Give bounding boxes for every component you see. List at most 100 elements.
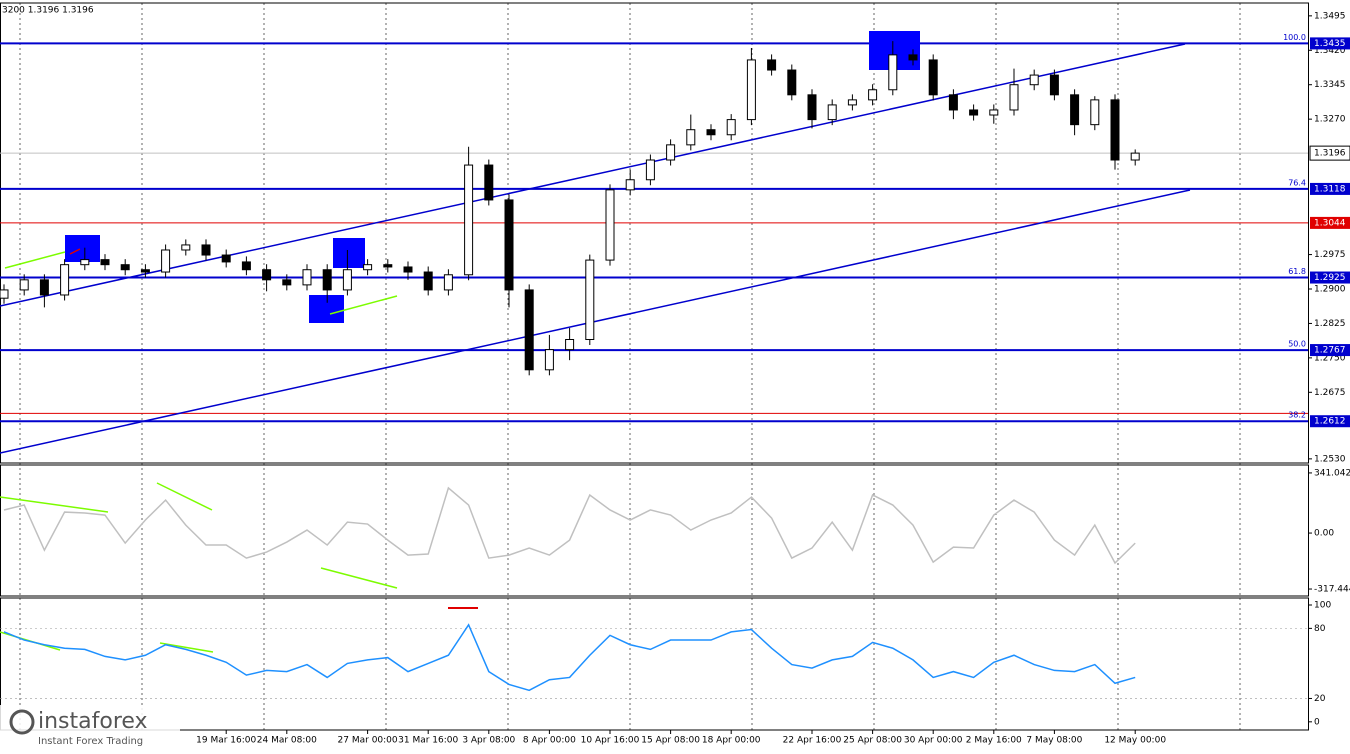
- y-tick-label: 1.2825: [1314, 319, 1346, 329]
- candle-body: [262, 269, 272, 281]
- trend-line: [0, 189, 1191, 454]
- divergence-line: [159, 642, 214, 653]
- divergence-line: [69, 248, 81, 255]
- candle-body: [464, 164, 474, 276]
- candle-body: [605, 189, 615, 261]
- candle-body: [827, 104, 837, 121]
- candle-body: [726, 119, 736, 136]
- logo-name: instaforex: [38, 709, 148, 734]
- candle-body: [383, 264, 393, 268]
- chart-title: 3200 1.3196 1.3196: [2, 6, 94, 16]
- x-tick-label: 25 Apr 08:00: [843, 736, 902, 746]
- candle-body: [1049, 74, 1059, 96]
- highlight-box: [333, 238, 365, 268]
- logo-tagline: Instant Forex Trading: [38, 736, 143, 747]
- candle-body: [60, 264, 70, 296]
- x-tick-label: 18 Apr 00:00: [702, 736, 761, 746]
- candle-body: [888, 54, 898, 91]
- candle-body: [19, 279, 29, 291]
- fib-label: 61.8: [1288, 267, 1306, 276]
- candle-body: [847, 99, 857, 106]
- price-marker-label: 1.2925: [1314, 273, 1346, 283]
- x-tick-label: 27 Mar 00:00: [338, 736, 398, 746]
- y-tick-label: 1.3270: [1314, 115, 1346, 125]
- price-marker: [1310, 37, 1350, 50]
- y-tick-label: 1.3495: [1314, 11, 1346, 21]
- price-marker-label: 1.3435: [1314, 39, 1346, 49]
- x-tick-label: 24 Mar 08:00: [257, 736, 317, 746]
- candle-body: [363, 264, 373, 271]
- y-tick-label: 20: [1314, 694, 1326, 704]
- candle-body: [201, 244, 211, 256]
- fib-label: 100.0: [1283, 33, 1306, 42]
- y-tick-label: 341.0423: [1314, 468, 1350, 478]
- candle-body: [807, 94, 817, 121]
- candle-body: [504, 199, 514, 291]
- price-marker-label: 1.2767: [1314, 346, 1346, 356]
- y-tick-label: 80: [1314, 624, 1326, 634]
- y-tick-label: 0: [1314, 717, 1320, 727]
- y-tick-label: 1.3420: [1314, 46, 1346, 56]
- x-tick-label: 8 Apr 00:00: [523, 736, 576, 746]
- last-price-marker: [1309, 145, 1350, 161]
- indicator-line: [3, 623, 1136, 692]
- candle-body: [120, 264, 130, 271]
- panel-frame: [0, 464, 1309, 597]
- candle-body: [80, 259, 90, 266]
- candle-body: [928, 59, 938, 96]
- candle-body: [241, 261, 251, 271]
- candle-body: [1070, 94, 1080, 126]
- price-marker: [1310, 271, 1350, 284]
- y-tick-label: 1.2530: [1314, 454, 1346, 464]
- indicator-line: [3, 486, 1136, 565]
- x-tick-label: 2 May 16:00: [966, 736, 1022, 746]
- divergence-line: [0, 496, 109, 513]
- y-tick-label: 1.2975: [1314, 250, 1346, 260]
- candle-body: [524, 289, 534, 371]
- candle-body: [443, 274, 453, 291]
- last-price-label: 1.3196: [1314, 149, 1346, 159]
- highlight-box: [309, 295, 344, 323]
- candle-body: [868, 89, 878, 101]
- candle-body: [221, 254, 231, 263]
- candle-body: [342, 269, 352, 291]
- annotations: [0, 31, 1191, 653]
- highlight-box: [65, 235, 100, 262]
- candle-body: [1090, 99, 1100, 126]
- logo: instaforex Instant Forex Trading: [0, 705, 180, 750]
- y-tick-label: -317.444: [1314, 585, 1350, 595]
- candle-body: [706, 129, 716, 136]
- x-tick-label: 12 May 00:00: [1104, 736, 1166, 746]
- logo-icon: [9, 709, 35, 735]
- divergence-line: [320, 567, 398, 589]
- candle-body: [302, 269, 312, 286]
- x-tick-label: 15 Apr 08:00: [641, 736, 700, 746]
- fib-label: 76.4: [1288, 178, 1306, 187]
- candle-body: [908, 54, 918, 61]
- y-tick-label: 1.2900: [1314, 285, 1346, 295]
- candle-body: [585, 259, 595, 341]
- y-tick-label: 1.2750: [1314, 353, 1346, 363]
- divergence-line: [329, 295, 398, 315]
- candle-body: [181, 244, 191, 251]
- candle-body: [767, 59, 777, 71]
- candle-body: [787, 69, 797, 96]
- candle-body: [423, 271, 433, 291]
- candle-body: [0, 289, 9, 299]
- trend-line: [0, 43, 1186, 307]
- candle-body: [565, 339, 575, 351]
- fib-label: 50.0: [1288, 340, 1306, 349]
- candle-body: [746, 59, 756, 121]
- x-tick-label: 31 Mar 16:00: [398, 736, 458, 746]
- panel-frame: [0, 597, 1309, 731]
- price-marker: [1310, 216, 1350, 229]
- x-tick-label: 10 Apr 16:00: [581, 736, 640, 746]
- candle-body: [140, 269, 150, 273]
- y-tick-label: 0.00: [1314, 529, 1334, 539]
- candle-body: [1130, 152, 1140, 161]
- candle-body: [322, 269, 332, 291]
- candle-body: [666, 144, 676, 161]
- candle-body: [948, 94, 958, 111]
- fib-label: 38.2: [1288, 411, 1306, 420]
